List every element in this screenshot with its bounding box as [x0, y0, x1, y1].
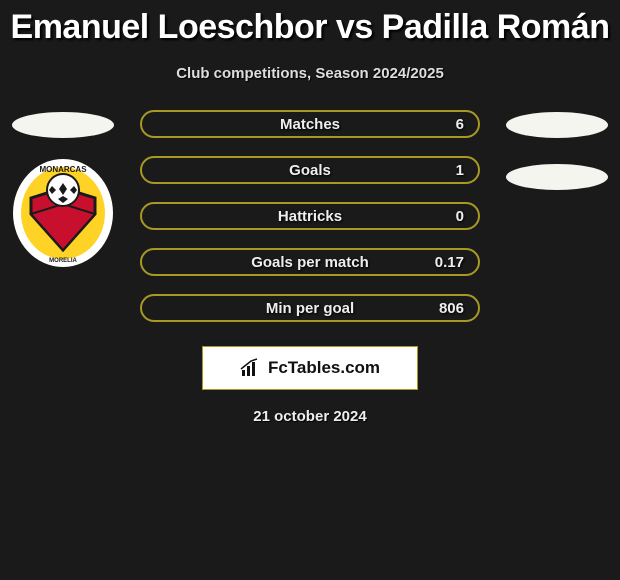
stat-value: 0.17 [435, 254, 464, 271]
right-placeholder-ellipse-2 [506, 164, 608, 190]
stat-label: Min per goal [142, 300, 478, 317]
stat-row-min-per-goal: Min per goal 806 [140, 294, 480, 322]
svg-text:MONARCAS: MONARCAS [39, 165, 87, 174]
brand-text: FcTables.com [268, 358, 380, 378]
left-team-logo: MONARCAS MORELIA [11, 158, 115, 268]
left-team-column: MONARCAS MORELIA [8, 110, 118, 268]
bar-chart-icon [240, 358, 262, 378]
stat-label: Matches [142, 116, 478, 133]
stat-row-matches: Matches 6 [140, 110, 480, 138]
stat-row-goals-per-match: Goals per match 0.17 [140, 248, 480, 276]
stat-value: 1 [456, 162, 464, 179]
stats-list: Matches 6 Goals 1 Hattricks 0 Goals per … [140, 110, 480, 322]
date-text: 21 october 2024 [0, 408, 620, 425]
stat-row-goals: Goals 1 [140, 156, 480, 184]
comparison-content: MONARCAS MORELIA Matches 6 Goals 1 Hattr… [0, 110, 620, 425]
svg-text:MORELIA: MORELIA [49, 258, 77, 264]
stat-label: Goals [142, 162, 478, 179]
stat-label: Goals per match [142, 254, 478, 271]
right-team-column [502, 110, 612, 190]
page-title: Emanuel Loeschbor vs Padilla Román [0, 0, 620, 47]
monarcas-logo-icon: MONARCAS MORELIA [11, 158, 115, 268]
right-placeholder-ellipse-1 [506, 112, 608, 138]
brand-box[interactable]: FcTables.com [202, 346, 418, 390]
stat-value: 0 [456, 208, 464, 225]
stat-label: Hattricks [142, 208, 478, 225]
left-placeholder-ellipse [12, 112, 114, 138]
stat-row-hattricks: Hattricks 0 [140, 202, 480, 230]
stat-value: 806 [439, 300, 464, 317]
subtitle: Club competitions, Season 2024/2025 [0, 65, 620, 82]
stat-value: 6 [456, 116, 464, 133]
